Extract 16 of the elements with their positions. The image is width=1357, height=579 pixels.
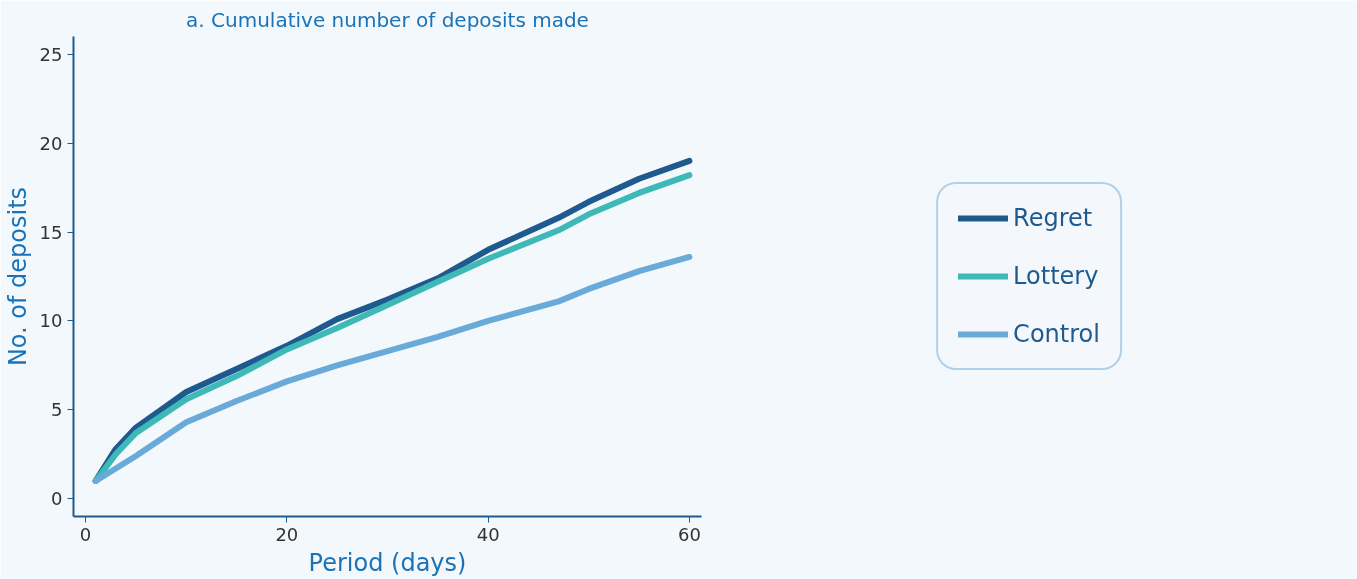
y-tick-label: 5 [51,399,63,421]
y-tick-label: 25 [39,43,63,65]
chart-title: a. Cumulative number of deposits made [186,7,589,32]
x-tick-label: 40 [476,523,500,545]
legend-label: Lottery [1013,262,1099,290]
y-axis-title: No. of deposits [3,186,32,367]
x-axis-title: Period (days) [308,548,467,577]
legend-label: Control [1013,320,1100,348]
x-tick-label: 0 [79,523,92,545]
y-tick-label: 10 [39,310,63,332]
y-tick-label: 0 [51,488,63,510]
x-tick-label: 20 [275,523,299,545]
y-tick-label: 20 [39,132,63,154]
x-tick-label: 60 [677,523,701,545]
y-tick-label: 15 [39,221,63,243]
legend-label: Regret [1013,204,1093,232]
